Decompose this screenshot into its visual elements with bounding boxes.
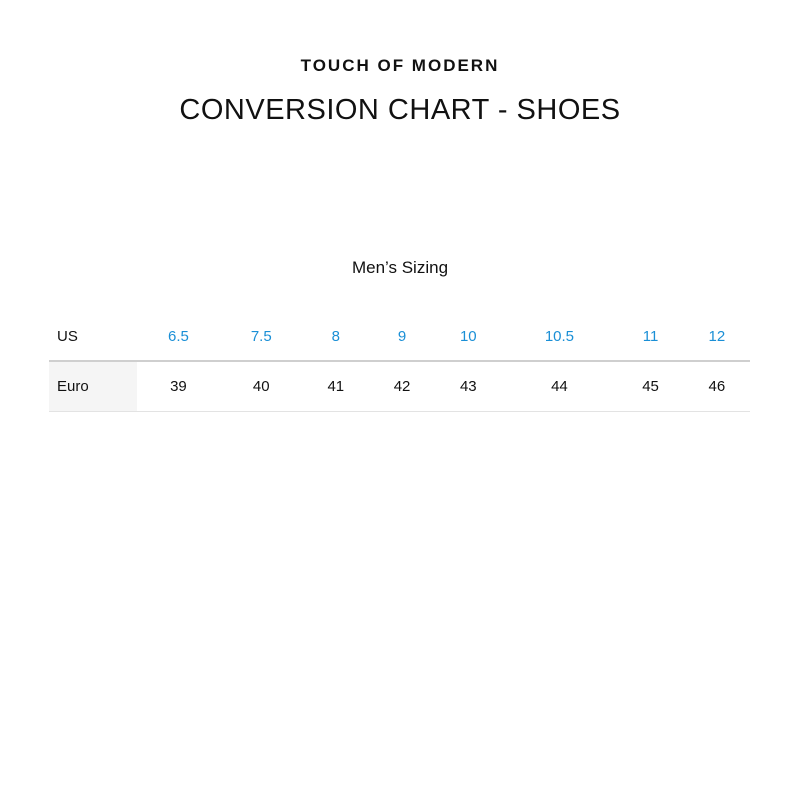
size-cell: 44 <box>501 361 618 412</box>
size-cell: 12 <box>683 312 750 362</box>
row-label: US <box>49 312 137 362</box>
size-cell: 11 <box>617 312 684 362</box>
row-label: Euro <box>49 361 137 412</box>
table-row: US 6.5 7.5 8 9 10 10.5 11 12 <box>49 312 750 362</box>
table-row: Euro 39 40 41 42 43 44 45 46 <box>49 361 750 412</box>
size-cell: 45 <box>617 361 684 412</box>
size-cell: 8 <box>302 312 369 362</box>
size-cell: 10.5 <box>501 312 618 362</box>
section-subtitle: Men’s Sizing <box>351 258 449 277</box>
size-cell: 10 <box>435 312 502 362</box>
size-cell: 46 <box>683 361 750 412</box>
size-cell: 42 <box>368 361 436 412</box>
size-cell: 40 <box>219 361 303 412</box>
size-cell: 43 <box>435 361 502 412</box>
size-cell: 6.5 <box>137 312 220 362</box>
size-cell: 41 <box>302 361 369 412</box>
size-cell: 7.5 <box>219 312 303 362</box>
page-title: CONVERSION CHART - SHOES <box>179 94 621 126</box>
size-cell: 39 <box>137 361 220 412</box>
brand-logo: TOUCH OF MODERN <box>300 56 500 75</box>
size-conversion-table: US 6.5 7.5 8 9 10 10.5 11 12 Euro 39 40 41 42 43 44 45 46 <box>49 312 750 412</box>
size-cell: 9 <box>368 312 436 362</box>
